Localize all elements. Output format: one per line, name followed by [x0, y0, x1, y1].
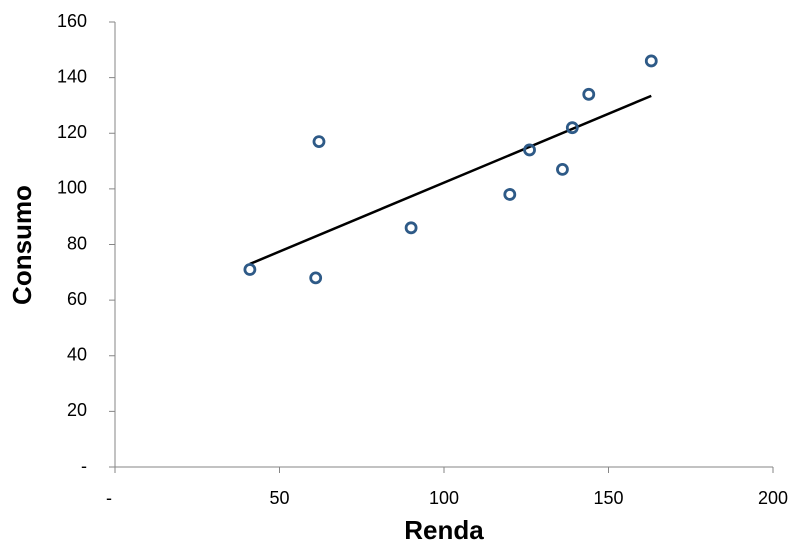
y-tick-label: 100 [57, 178, 87, 198]
data-point [556, 163, 569, 176]
x-axis-title: Renda [404, 515, 484, 545]
x-tick-label: 150 [593, 488, 623, 508]
x-tick-label: - [106, 488, 112, 508]
data-point [644, 54, 658, 68]
y-tick-label: - [81, 456, 87, 476]
data-point [565, 121, 579, 135]
y-tick-label: 120 [57, 122, 87, 142]
y-tick-label: 40 [67, 345, 87, 365]
y-axis-title: Consumo [7, 185, 37, 305]
y-tick-label: 20 [67, 400, 87, 420]
data-point [309, 271, 323, 285]
data-point [503, 188, 517, 201]
trend-line [249, 94, 652, 266]
data-point [404, 221, 418, 235]
y-tick-label: 140 [57, 66, 87, 86]
x-tick-label: 50 [269, 488, 289, 508]
x-tick-label: 100 [429, 488, 459, 508]
y-tick-label: 80 [67, 233, 87, 253]
x-tick-label: 200 [758, 488, 788, 508]
data-point [312, 135, 326, 148]
data-point [582, 87, 596, 101]
data-point [523, 143, 536, 157]
y-tick-label: 60 [67, 289, 87, 309]
y-tick-label: 160 [57, 11, 87, 31]
data-point [243, 263, 257, 276]
